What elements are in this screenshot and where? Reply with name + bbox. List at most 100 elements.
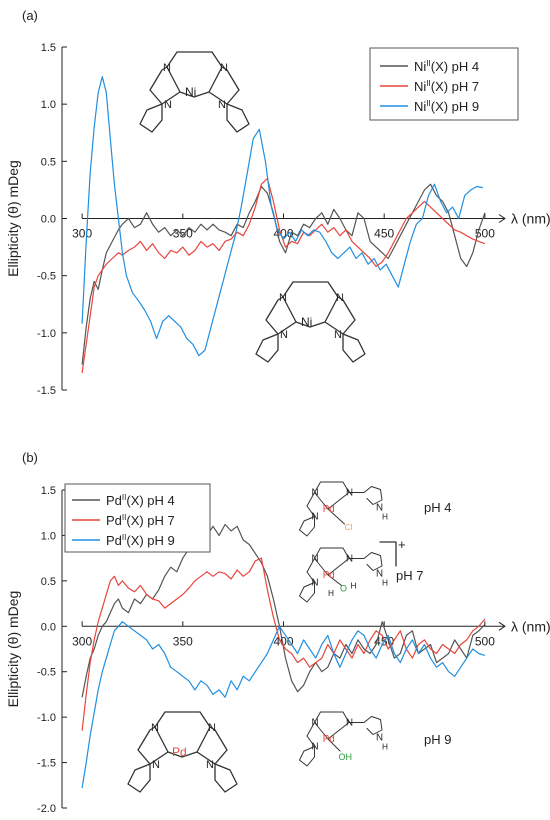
y-tick-label: -0.5	[37, 271, 56, 283]
atom-n: N	[376, 733, 383, 744]
panel-b-series	[81, 523, 486, 789]
atom-n: N	[376, 503, 383, 514]
y-tick-label: 1.5	[41, 42, 56, 54]
pd-ph9-structure: N N N Pd OH N H	[299, 711, 388, 767]
legend-entry: NiII(X) pH 9	[414, 99, 479, 114]
pd-ligand-bonds	[127, 711, 238, 793]
atom-pd: Pd	[323, 504, 335, 515]
pd-complex-structure: N N N N Pd	[127, 711, 238, 793]
pd-ph4-structure: N N N Pd Cl N H	[299, 481, 388, 537]
atom-n: N	[312, 488, 319, 499]
atom-n: N	[346, 718, 353, 729]
ni-complex-structure-top: N N N N Ni	[139, 51, 250, 133]
y-tick-label: -1.0	[37, 712, 56, 724]
legend-entry: NiII(X) pH 4	[414, 59, 479, 74]
series-line-3	[81, 76, 483, 357]
label-ph4: pH 4	[424, 500, 451, 515]
pd-ph7-structure: N N N Pd O H H N H	[299, 547, 388, 603]
x-tick-label: 350	[173, 227, 193, 241]
atom-n: N	[376, 569, 383, 580]
y-tick-label: 1.0	[41, 99, 56, 111]
atom-o: O	[340, 584, 347, 594]
y-tick-label: 0.5	[41, 156, 56, 168]
atom-h: H	[328, 589, 334, 598]
y-tick-label: 0.0	[41, 621, 56, 633]
y-tick-label: 1.5	[41, 485, 56, 497]
atom-pd: Pd	[323, 570, 335, 581]
panel-a-label: (a)	[22, 8, 38, 23]
series-line-2	[81, 177, 486, 373]
ni-ligand-bonds	[139, 51, 250, 133]
series-line-1	[81, 523, 486, 698]
legend-entry: PdII(X) pH 9	[106, 533, 175, 548]
legend-entry: PdII(X) pH 7	[106, 513, 175, 528]
ni-complex-structure-bottom: N N N N Ni	[255, 281, 366, 363]
legend-box	[369, 47, 519, 121]
atom-n: N	[151, 722, 159, 734]
atom-n: N	[208, 722, 216, 734]
pd-ph4-bonds	[299, 481, 383, 537]
atom-n: N	[206, 759, 214, 771]
atom-n: N	[218, 99, 226, 111]
x-axis-arrow	[498, 621, 506, 631]
ni-ligand-bonds	[255, 281, 366, 363]
x-axis-arrow	[498, 214, 506, 223]
atom-h: H	[382, 743, 388, 752]
y-tick-label: -1.5	[37, 758, 56, 770]
x-tick-label: 500	[475, 227, 495, 241]
legend-entry: NiII(X) pH 7	[414, 79, 479, 94]
y-axis-label: Ellipticity (θ) mDeg	[5, 591, 21, 708]
atom-n: N	[334, 329, 342, 341]
atom-n: N	[312, 512, 319, 523]
atom-n: N	[163, 62, 171, 74]
atom-ni: Ni	[185, 85, 196, 99]
charge-bracket	[379, 541, 397, 567]
pd-ph7-bonds	[299, 547, 383, 603]
panel-a-legend: NiII(X) pH 4 NiII(X) pH 7 NiII(X) pH 9	[369, 47, 519, 121]
panel-a-series	[81, 76, 486, 373]
x-tick-label: 500	[475, 634, 495, 648]
y-tick-label: -2.0	[37, 803, 56, 815]
atom-n: N	[164, 99, 172, 111]
y-axis-label: Ellipticity (θ) mDeg	[5, 160, 21, 277]
panel-b-label: (b)	[22, 450, 38, 465]
atom-n: N	[279, 292, 287, 304]
y-tick-label: -0.5	[37, 667, 56, 679]
legend-entry: PdII(X) pH 4	[106, 493, 175, 508]
label-ph9: pH 9	[424, 732, 451, 747]
atom-n: N	[312, 718, 319, 729]
atom-h: H	[382, 579, 388, 588]
y-tick-label: 1.0	[41, 530, 56, 542]
atom-h: H	[351, 582, 357, 591]
pd-ph9-bonds	[299, 711, 383, 767]
ligand-oh: OH	[339, 752, 353, 762]
atom-pd: Pd	[323, 734, 335, 745]
ligand-cl: Cl	[345, 523, 353, 532]
atom-n: N	[220, 62, 228, 74]
x-axis-label: λ (nm)	[511, 618, 550, 634]
x-tick-label: 350	[173, 634, 193, 648]
x-tick-label: 300	[72, 227, 92, 241]
atom-n: N	[346, 554, 353, 565]
x-tick-label: 450	[374, 227, 394, 241]
y-tick-label: 0.5	[41, 576, 56, 588]
atom-pd: Pd	[172, 745, 187, 759]
charge-label: +	[398, 537, 406, 552]
atom-n: N	[312, 578, 319, 589]
atom-n: N	[280, 329, 288, 341]
y-tick-label: 0.0	[41, 214, 56, 226]
y-tick-label: -1.0	[37, 328, 56, 340]
y-tick-label: -1.5	[37, 385, 56, 397]
atom-n: N	[312, 554, 319, 565]
atom-n: N	[312, 742, 319, 753]
series-line-2	[81, 557, 486, 731]
x-axis-label: λ (nm)	[511, 211, 550, 227]
atom-h: H	[382, 513, 388, 522]
atom-n: N	[152, 759, 160, 771]
series-line-3	[81, 621, 486, 789]
atom-n: N	[346, 488, 353, 499]
pd-cl-bond	[327, 508, 345, 525]
